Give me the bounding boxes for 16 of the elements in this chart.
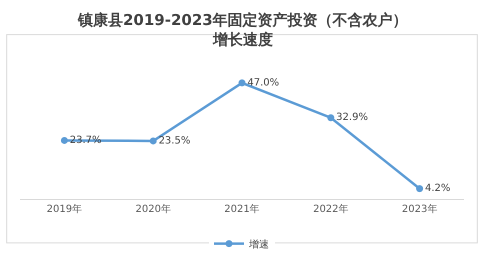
- chart-title: 镇康县2019-2023年固定资产投资（不含农户）增长速度: [77, 11, 408, 48]
- point: [327, 114, 334, 122]
- x-tick-label: 2022年: [313, 203, 349, 215]
- data-label: 4.2%: [424, 183, 450, 194]
- point: [416, 185, 424, 192]
- x-tick-label: 2023年: [402, 203, 438, 215]
- x-tick-label: 2020年: [135, 203, 171, 215]
- data-label: 47.0%: [247, 77, 280, 88]
- point: [238, 79, 246, 86]
- x-tick-label: 2021年: [224, 203, 260, 215]
- point: [60, 136, 68, 144]
- point: [150, 137, 157, 144]
- data-label: 32.9%: [336, 112, 368, 124]
- data-label: 23.5%: [158, 135, 190, 146]
- x-tick-label: 2019年: [46, 203, 82, 215]
- legend-label: 增速: [248, 238, 269, 251]
